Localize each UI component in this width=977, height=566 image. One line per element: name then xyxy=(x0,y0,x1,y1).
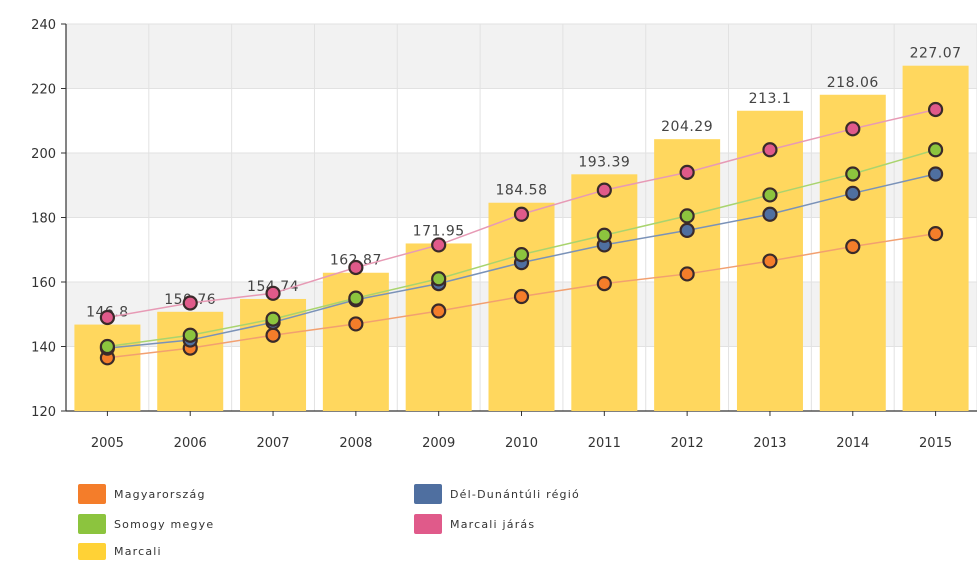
x-tick-label: 2009 xyxy=(422,436,455,451)
series-point xyxy=(265,327,281,343)
series-point xyxy=(99,309,116,326)
bar-2009 xyxy=(405,243,472,411)
series-point xyxy=(679,164,695,180)
legend-label: Somogy megye xyxy=(114,517,215,531)
series-point xyxy=(679,208,695,224)
series-point xyxy=(182,295,198,311)
series-point xyxy=(679,266,695,282)
bar-2006 xyxy=(157,311,224,411)
series-point xyxy=(927,226,944,242)
y-tick-label: 160 xyxy=(31,276,56,291)
series-point xyxy=(845,238,861,255)
legend-item: Dél-Dunántúli régió xyxy=(414,484,580,504)
bar-2005 xyxy=(74,324,141,411)
legend-item: Marcali xyxy=(78,543,162,560)
series-point xyxy=(927,101,944,118)
series-point xyxy=(596,276,612,292)
series-point xyxy=(431,237,447,253)
x-tick-labels: 2005 2006 2007 2008 2009 2010 2011 2012 2013 2014… xyxy=(91,436,952,451)
bar-2010 xyxy=(488,202,555,411)
y-tick-label: 180 xyxy=(31,212,56,227)
series-point xyxy=(845,166,861,182)
series-points xyxy=(99,101,944,366)
series-point xyxy=(182,327,198,343)
legend-label: Dél-Dunántúli régió xyxy=(450,487,580,501)
bar-value-label: 184.58 xyxy=(496,183,548,199)
series-point xyxy=(431,271,447,287)
x-tick-label: 2011 xyxy=(588,436,621,451)
bar-value-label: 218.06 xyxy=(827,75,879,91)
grid-band xyxy=(66,24,977,89)
x-tick-label: 2010 xyxy=(505,436,538,451)
series-point xyxy=(348,259,364,276)
series-point xyxy=(927,166,944,182)
x-tick-label: 2014 xyxy=(836,436,869,451)
series-point xyxy=(762,253,778,269)
series-point xyxy=(348,316,364,332)
series-point xyxy=(596,227,612,243)
bar-value-label: 204.29 xyxy=(661,119,713,135)
x-tick-label: 2006 xyxy=(174,436,207,451)
x-tick-label: 2013 xyxy=(753,436,786,451)
series-point xyxy=(265,285,281,301)
x-tick-label: 2012 xyxy=(671,436,704,451)
x-tick-label: 2005 xyxy=(91,436,124,451)
legend-swatch xyxy=(78,543,106,560)
series-point xyxy=(513,246,530,263)
legend-item: Marcali járás xyxy=(414,514,535,534)
legend-label: Magyarország xyxy=(114,487,206,501)
x-tick-label: 2008 xyxy=(339,436,372,451)
y-tick-label: 140 xyxy=(31,341,56,356)
legend-label: Marcali járás xyxy=(450,517,536,531)
y-tick-labels: 120 140 160 180 200 220 240 xyxy=(31,18,56,420)
bar-value-label: 193.39 xyxy=(578,154,630,170)
y-tick-label: 240 xyxy=(31,18,56,33)
bars xyxy=(74,65,969,412)
legend-item: Somogy megye xyxy=(78,514,214,534)
legend-swatch xyxy=(414,484,442,504)
bar-2011 xyxy=(571,174,638,411)
bar-value-label: 171.95 xyxy=(413,223,465,239)
series-point xyxy=(762,206,778,222)
bar-value-label: 213.1 xyxy=(749,91,792,107)
x-tick-label: 2007 xyxy=(256,436,289,451)
legend-swatch xyxy=(78,514,106,534)
series-point xyxy=(596,182,612,198)
series-point xyxy=(762,187,778,203)
series-point xyxy=(431,303,447,319)
y-tick-label: 220 xyxy=(31,83,56,98)
x-tick-label: 2015 xyxy=(919,436,952,451)
legend-swatch xyxy=(414,514,442,534)
series-point xyxy=(265,311,281,327)
series-point xyxy=(679,222,695,238)
series-point xyxy=(513,288,530,305)
series-point xyxy=(513,206,530,222)
legend-item: Magyarország xyxy=(78,484,206,504)
legend-label: Marcali xyxy=(114,545,162,558)
y-tick-label: 200 xyxy=(31,147,56,162)
series-point xyxy=(348,290,364,306)
bar-value-label: 227.07 xyxy=(910,46,962,62)
series-point xyxy=(927,142,944,158)
y-tick-label: 120 xyxy=(31,405,56,420)
series-point xyxy=(845,185,861,201)
legend-swatch xyxy=(78,484,106,504)
series-point xyxy=(99,338,116,355)
series-point xyxy=(845,121,861,137)
series-point xyxy=(762,142,778,158)
